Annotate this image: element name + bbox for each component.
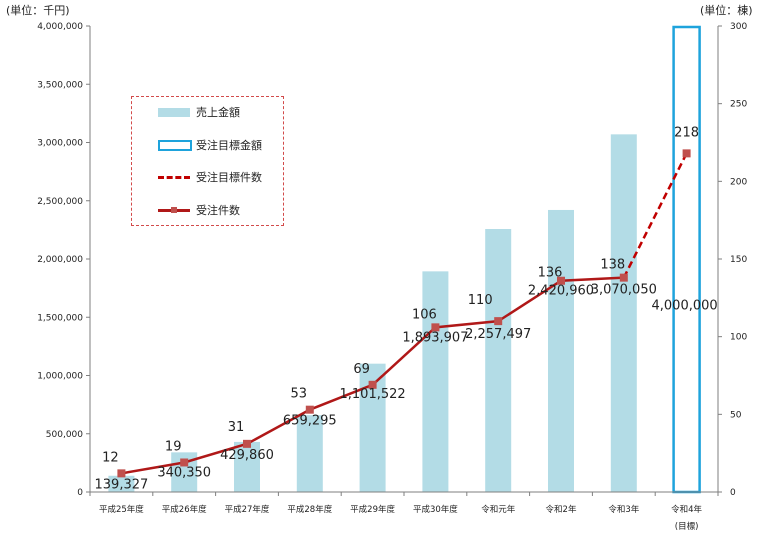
count-label-5: 69	[353, 362, 370, 377]
count-label-3: 31	[228, 420, 245, 435]
left-tick-label-7: 3,500,000	[37, 80, 83, 90]
legend-swatch-target-amount	[158, 140, 192, 151]
left-tick-label-4: 2,000,000	[37, 255, 83, 265]
x-tick-label-6: 平成30年度	[413, 504, 458, 515]
x-tick-label-9: 令和3年	[608, 504, 639, 515]
x-tick-label-8: 令和2年	[546, 504, 577, 515]
legend-label-target-amount: 受注目標金額	[196, 139, 262, 152]
left-tick-label-8: 4,000,000	[37, 22, 83, 32]
x-tick-label-5: 平成29年度	[350, 504, 395, 515]
count-label-1: 12	[102, 450, 119, 465]
target-count-line	[622, 152, 688, 279]
sales-label-2: 340,350	[157, 465, 211, 480]
target-amount-label-10: 4,000,000	[652, 299, 718, 314]
right-axis-unit: (単位：棟)	[700, 4, 753, 17]
bar-1	[108, 475, 135, 492]
sales-label-3: 429,860	[220, 448, 274, 463]
legend-swatch-orders-count	[158, 207, 190, 213]
orders-marker-7	[494, 317, 503, 326]
right-tick-label-3: 150	[730, 255, 747, 265]
legend-marker-orders-count	[171, 207, 177, 213]
bar-4	[296, 415, 323, 492]
count-label-8: 136	[538, 266, 563, 281]
target-count-label-10: 218	[674, 125, 699, 140]
right-tick-label-0: 0	[730, 488, 736, 498]
x-tick-label-2: 平成26年度	[162, 504, 207, 515]
right-tick-label-4: 200	[730, 177, 747, 187]
x-tick-label-1: 平成25年度	[99, 504, 144, 515]
orders-marker-3	[243, 439, 251, 448]
legend-label-orders-count: 受注件数	[196, 204, 240, 217]
count-label-2: 19	[165, 439, 182, 454]
count-label-7: 110	[468, 293, 493, 308]
bar-7	[485, 229, 512, 493]
orders-marker-2	[180, 458, 189, 467]
count-label-4: 53	[291, 387, 308, 402]
left-tick-label-1: 500,000	[46, 430, 83, 440]
sales-label-5: 1,101,522	[340, 387, 406, 402]
sales-label-9: 3,070,050	[591, 283, 657, 298]
target-marker-10	[682, 149, 691, 158]
legend-label-target-count: 受注目標件数	[196, 171, 262, 184]
count-label-9: 138	[600, 258, 625, 273]
left-tick-label-2: 1,000,000	[37, 372, 83, 382]
orders-marker-9	[619, 273, 628, 282]
left-tick-label-5: 2,500,000	[37, 197, 83, 207]
legend-swatch-sales	[158, 108, 190, 117]
bar-8	[548, 209, 574, 492]
bar-3	[234, 441, 260, 492]
orders-marker-4	[305, 405, 314, 414]
right-tick-label-1: 50	[730, 410, 742, 420]
left-tick-label-3: 1,500,000	[37, 313, 83, 323]
sales-label-1: 139,327	[95, 477, 149, 492]
right-tick-label-2: 100	[730, 333, 747, 343]
target-bar-10	[672, 25, 701, 494]
orders-marker-6	[431, 323, 440, 332]
orders-marker-8	[557, 276, 565, 285]
x-tick-label-3: 平成27年度	[225, 504, 270, 515]
left-tick-label-6: 3,000,000	[37, 139, 83, 149]
legend: 売上金額 受注目標金額 受注目標件数 受注件数	[131, 96, 284, 226]
x-tick-sublabel-10: (目標)	[675, 521, 699, 532]
bar-9	[610, 134, 637, 492]
left-tick-label-0: 0	[77, 488, 83, 498]
right-tick-label-5: 250	[730, 100, 747, 110]
sales-label-8: 2,420,960	[528, 284, 594, 299]
sales-label-7: 2,257,497	[465, 327, 531, 342]
x-tick-label-7: 令和元年	[481, 504, 516, 515]
left-axis-unit: (単位：千円)	[6, 4, 70, 17]
right-tick-label-6: 300	[730, 22, 747, 32]
x-tick-label-4: 平成28年度	[287, 504, 332, 515]
x-tick-label-10: 令和4年	[671, 504, 702, 515]
legend-label-sales: 売上金額	[196, 106, 240, 119]
bar-6	[422, 271, 449, 492]
legend-swatch-target-count	[158, 176, 190, 179]
sales-label-6: 1,893,907	[402, 330, 468, 345]
orders-marker-5	[368, 380, 377, 389]
sales-label-4: 659,295	[283, 414, 337, 429]
orders-marker-1	[117, 469, 126, 478]
count-label-6: 106	[412, 307, 437, 322]
